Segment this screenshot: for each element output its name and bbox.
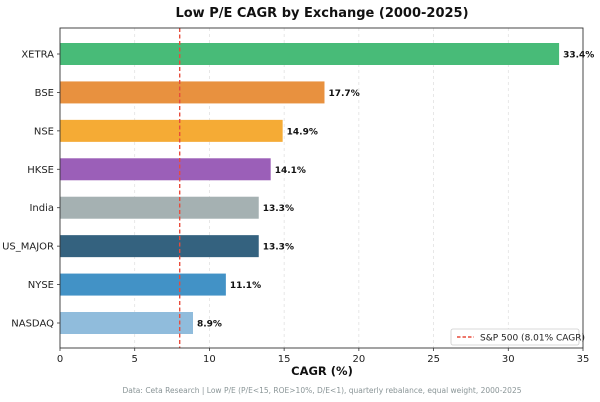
- x-tick-label: 0: [57, 354, 63, 365]
- y-tick-label: BSE: [35, 88, 54, 99]
- y-tick-label: HKSE: [27, 165, 54, 176]
- x-tick-label: 25: [427, 354, 440, 365]
- bar-xetra: [60, 43, 560, 65]
- y-tick-label: US_MAJOR: [2, 242, 54, 253]
- x-tick-label: 20: [352, 354, 365, 365]
- data-label: 33.4%: [563, 51, 594, 61]
- bar-nasdaq: [60, 312, 193, 334]
- legend: S&P 500 (8.01% CAGR): [450, 328, 585, 346]
- x-tick-label: 35: [577, 354, 590, 365]
- x-axis-label: CAGR (%): [291, 364, 353, 378]
- data-label: 13.3%: [263, 243, 294, 253]
- bar-hkse: [60, 158, 271, 181]
- legend-label: S&P 500 (8.01% CAGR): [480, 334, 585, 344]
- y-tick-label: India: [29, 203, 54, 214]
- data-label: 13.3%: [263, 204, 294, 214]
- bar-nyse: [60, 273, 226, 296]
- x-tick-label: 15: [278, 354, 291, 365]
- y-tick-label: NASDAQ: [11, 319, 54, 330]
- chart-title: Low P/E CAGR by Exchange (2000-2025): [175, 6, 468, 21]
- bar-bse: [60, 81, 325, 104]
- data-label: 14.9%: [287, 127, 318, 137]
- data-label: 8.9%: [197, 320, 222, 330]
- y-tick-label: XETRA: [21, 50, 54, 61]
- x-tick-label: 10: [203, 354, 216, 365]
- y-tick-label: NYSE: [28, 280, 54, 291]
- data-label: 14.1%: [275, 166, 306, 176]
- data-label: 17.7%: [328, 89, 359, 99]
- x-tick-label: 5: [132, 354, 138, 365]
- plot-frame: [59, 27, 584, 349]
- data-label: 11.1%: [230, 281, 261, 291]
- bar-us-major: [60, 235, 259, 258]
- legend-box: [450, 328, 580, 346]
- y-tick-label: NSE: [34, 126, 54, 137]
- footnote: Data: Ceta Research | Low P/E (P/E<15, R…: [123, 386, 522, 395]
- bar-nse: [60, 119, 283, 142]
- bar-india: [60, 196, 259, 219]
- x-tick-label: 30: [502, 354, 515, 365]
